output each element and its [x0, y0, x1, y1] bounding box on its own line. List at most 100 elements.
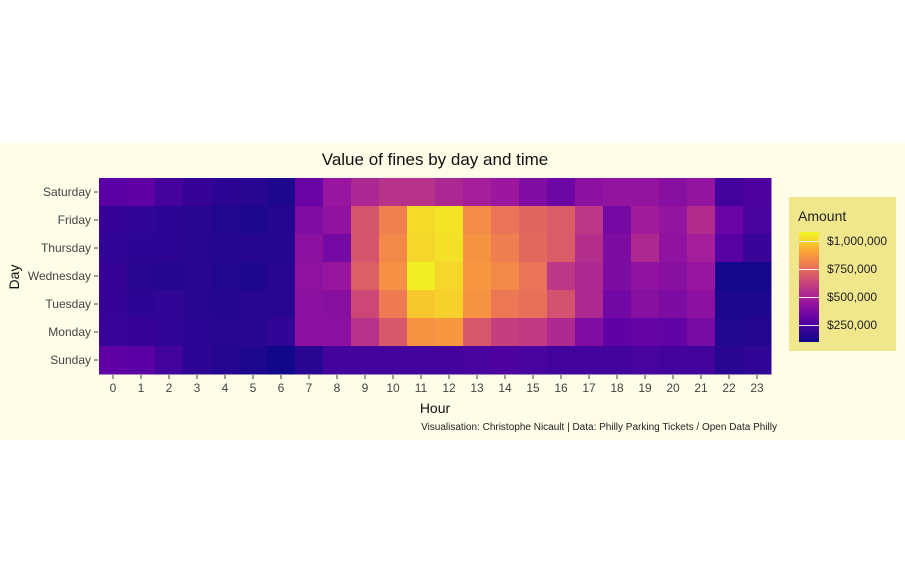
heatmap-cell-thursday-11: [407, 234, 436, 263]
heatmap-cell-friday-14: [491, 206, 520, 235]
heatmap-cell-tuesday-4: [211, 290, 240, 319]
y-axis: Saturday Friday Thursday Wednesday Tuesday Mo…: [28, 185, 98, 367]
heatmap-cell-monday-15: [519, 318, 548, 347]
heatmap-cell-friday-2: [155, 206, 184, 235]
heatmap-cell-tuesday-11: [407, 290, 436, 319]
legend-tick-mark: [799, 269, 819, 271]
heatmap-cell-thursday-10: [379, 234, 408, 263]
heatmap-cell-monday-6: [267, 318, 296, 347]
heatmap-cell-tuesday-6: [267, 290, 296, 319]
heatmap-cell-sunday-10: [379, 346, 408, 375]
x-tick-label: 18: [610, 381, 624, 395]
heatmap-cell-monday-17: [575, 318, 604, 347]
heatmap-cell-sunday-16: [547, 346, 576, 375]
y-axis-title: Day: [6, 265, 22, 290]
heatmap-cell-sunday-17: [575, 346, 604, 375]
heatmap-cell-monday-22: [715, 318, 744, 347]
heatmap-cell-friday-8: [323, 206, 352, 235]
heatmap-cell-saturday-4: [211, 178, 240, 207]
legend-tick-label: $250,000: [827, 318, 878, 333]
heatmap-cell-saturday-22: [715, 178, 744, 207]
heatmap-cell-monday-12: [435, 318, 464, 347]
x-tick-label: 10: [386, 381, 400, 395]
heatmap-cell-friday-12: [435, 206, 464, 235]
x-tick-label: 23: [750, 381, 764, 395]
heatmap-cell-monday-5: [239, 318, 268, 347]
heatmap-cell-thursday-9: [351, 234, 380, 263]
legend-title: Amount: [798, 208, 847, 224]
heatmap-cell-sunday-9: [351, 346, 380, 375]
heatmap-cell-sunday-13: [463, 346, 492, 375]
heatmap-cell-wednesday-15: [519, 262, 548, 291]
heatmap-cell-sunday-12: [435, 346, 464, 375]
heatmap-cell-tuesday-15: [519, 290, 548, 319]
x-tick-label: 20: [666, 381, 680, 395]
y-tick-label: Thursday: [41, 241, 91, 255]
heatmap-cell-monday-14: [491, 318, 520, 347]
heatmap-cell-tuesday-2: [155, 290, 184, 319]
heatmap-cell-friday-5: [239, 206, 268, 235]
heatmap-cell-sunday-5: [239, 346, 268, 375]
heatmap-cell-tuesday-16: [547, 290, 576, 319]
x-tick-label: 15: [526, 381, 540, 395]
x-tick-label: 14: [498, 381, 512, 395]
x-axis: 0 1 2 3 4 5 6 7 8 9 10 11 12 13 14 15 16 17 18 19 20 21 22 23: [110, 375, 764, 395]
y-tick-label: Wednesday: [28, 269, 91, 283]
heatmap-cell-sunday-19: [631, 346, 660, 375]
heatmap-cell-friday-17: [575, 206, 604, 235]
heatmap-cell-sunday-8: [323, 346, 352, 375]
heatmap-cell-friday-7: [295, 206, 324, 235]
legend-tick-label: $1,000,000: [827, 233, 888, 248]
heatmap-cell-saturday-11: [407, 178, 436, 207]
heatmap-cell-wednesday-22: [715, 262, 744, 291]
heatmap-cell-wednesday-3: [183, 262, 212, 291]
heatmap-cell-saturday-13: [463, 178, 492, 207]
chart-caption: Visualisation: Christophe Nicault | Data…: [421, 422, 777, 433]
heatmap-cell-thursday-22: [715, 234, 744, 263]
heatmap-cell-friday-23: [743, 206, 772, 235]
y-tick-label: Monday: [48, 325, 91, 339]
heatmap-cell-tuesday-20: [659, 290, 688, 319]
heatmap-cell-monday-1: [127, 318, 156, 347]
heatmap-cell-friday-20: [659, 206, 688, 235]
heatmap-cell-monday-23: [743, 318, 772, 347]
heatmap-cell-saturday-18: [603, 178, 632, 207]
heatmap-cell-thursday-17: [575, 234, 604, 263]
heatmap-cell-thursday-21: [687, 234, 716, 263]
heatmap-cell-monday-18: [603, 318, 632, 347]
heatmap-cell-thursday-5: [239, 234, 268, 263]
heatmap-cell-tuesday-8: [323, 290, 352, 319]
color-legend: Amount $250,000 $500,000 $750,000 $1,000,00…: [789, 197, 896, 351]
heatmap-cell-sunday-1: [127, 346, 156, 375]
heatmap-cell-monday-2: [155, 318, 184, 347]
heatmap-cell-wednesday-11: [407, 262, 436, 291]
legend-tick-label: $750,000: [827, 262, 878, 277]
heatmap-cell-sunday-22: [715, 346, 744, 375]
x-tick-label: 3: [194, 381, 201, 395]
heatmap-cell-thursday-4: [211, 234, 240, 263]
heatmap-cell-sunday-18: [603, 346, 632, 375]
heatmap-cell-saturday-2: [155, 178, 184, 207]
heatmap-cell-wednesday-10: [379, 262, 408, 291]
y-tick-label: Saturday: [43, 185, 91, 199]
heatmap-cell-tuesday-21: [687, 290, 716, 319]
heatmap-cell-wednesday-18: [603, 262, 632, 291]
heatmap-cell-thursday-8: [323, 234, 352, 263]
heatmap-cell-wednesday-4: [211, 262, 240, 291]
heatmap-cell-thursday-15: [519, 234, 548, 263]
x-tick-label: 4: [222, 381, 229, 395]
heatmap-cell-monday-20: [659, 318, 688, 347]
heatmap-cell-friday-11: [407, 206, 436, 235]
heatmap-cell-friday-10: [379, 206, 408, 235]
heatmap-cell-wednesday-21: [687, 262, 716, 291]
heatmap-cell-friday-6: [267, 206, 296, 235]
heatmap-cell-monday-19: [631, 318, 660, 347]
x-tick-label: 0: [110, 381, 117, 395]
heatmap-cell-wednesday-5: [239, 262, 268, 291]
heatmap-cell-tuesday-23: [743, 290, 772, 319]
heatmap-cell-thursday-0: [99, 234, 128, 263]
heatmap-cell-wednesday-9: [351, 262, 380, 291]
heatmap-cell-wednesday-8: [323, 262, 352, 291]
heatmap-cell-thursday-20: [659, 234, 688, 263]
x-tick-label: 12: [442, 381, 456, 395]
